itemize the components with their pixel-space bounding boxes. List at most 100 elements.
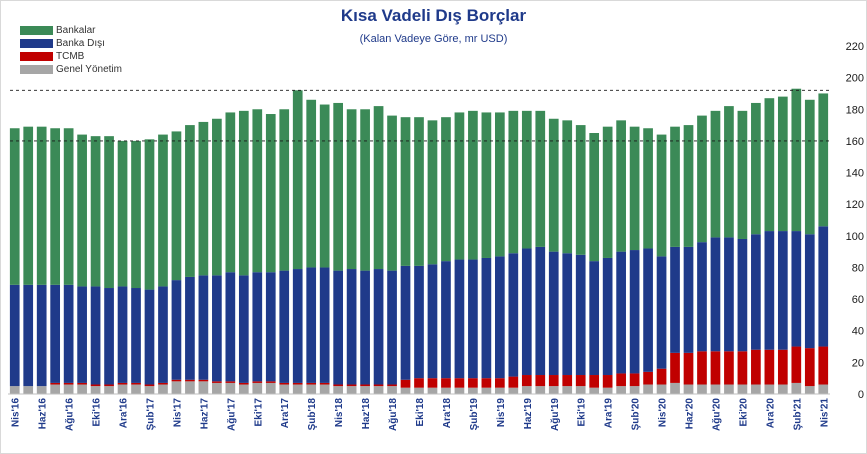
bar-segment <box>50 284 61 383</box>
bar-segment <box>468 387 478 394</box>
legend-label: Genel Yönetim <box>56 64 122 75</box>
bar-segment <box>185 125 195 277</box>
bar-segment <box>616 373 626 387</box>
bar-segment <box>63 382 74 385</box>
bar-segment <box>791 346 802 383</box>
bar-segment <box>751 349 761 385</box>
bar-segment <box>212 118 222 276</box>
x-tick-label: Şub'21 <box>792 398 803 431</box>
bar-segment <box>131 382 141 385</box>
bar-segment <box>265 382 276 394</box>
bar-segment <box>643 384 653 394</box>
x-tick-label: Şub'17 <box>145 398 156 431</box>
x-tick-label: Haz'19 <box>523 398 534 430</box>
bar-segment <box>508 253 519 377</box>
bar-segment <box>616 251 626 374</box>
bar-segment <box>602 387 613 394</box>
bar-segment <box>737 238 748 352</box>
legend-swatch <box>20 39 53 48</box>
bar-segment <box>441 117 451 262</box>
x-tick-label: Haz'20 <box>685 398 696 430</box>
bar-segment <box>23 126 34 285</box>
bar-segment <box>751 384 761 394</box>
bar-segment <box>306 384 317 394</box>
bar-segment <box>414 117 424 266</box>
bar-segment <box>373 384 384 387</box>
bar-segment <box>400 379 411 388</box>
bar-segment <box>764 384 775 394</box>
x-tick-label: Şub'19 <box>469 398 480 431</box>
bar-segment <box>50 128 61 285</box>
bar-segment <box>373 386 384 394</box>
bar-segment <box>90 386 101 394</box>
legend-item: TCMB <box>20 50 122 63</box>
bar-segment <box>36 126 47 285</box>
bar-segment <box>548 386 559 394</box>
bar-segment <box>508 110 519 254</box>
bar-segment <box>212 381 222 383</box>
y-tick-label: 80 <box>852 262 864 274</box>
bar-segment <box>198 275 209 380</box>
bar-segment <box>548 118 559 252</box>
bar-segment <box>562 386 573 394</box>
bar-segment <box>535 386 546 394</box>
bar-segment <box>804 234 815 349</box>
y-tick-label: 220 <box>846 41 864 53</box>
bar-segment <box>629 126 640 251</box>
x-tick-label: Nis'19 <box>496 398 507 428</box>
bar-segment <box>656 256 667 369</box>
bar-segment <box>90 136 101 287</box>
bar-segment <box>144 386 155 394</box>
bar-segment <box>562 253 573 376</box>
bar-segment <box>63 384 74 394</box>
bar-segment <box>629 373 640 387</box>
bar-segment <box>9 386 20 394</box>
bar-segment <box>777 349 788 385</box>
bar-segment <box>387 384 397 387</box>
x-tick-label: Eki'16 <box>92 398 103 427</box>
x-tick-label: Haz'16 <box>38 398 49 430</box>
bar-segment <box>764 349 775 385</box>
x-tick-label: Ara'20 <box>765 398 776 429</box>
bar-segment <box>818 384 829 394</box>
x-tick-label: Ağu'16 <box>65 398 76 431</box>
bar-segment <box>292 384 303 394</box>
bar-segment <box>387 270 397 385</box>
bar-segment <box>158 384 168 394</box>
bar-segment <box>346 269 357 385</box>
bar-segment <box>306 99 317 268</box>
bar-segment <box>710 384 721 394</box>
bar-segment <box>50 384 61 394</box>
bar-segment <box>602 375 613 388</box>
bar-segment <box>602 257 613 376</box>
legend-item: Banka Dışı <box>20 37 122 50</box>
bar-segment <box>63 284 74 383</box>
bar-segment <box>360 109 370 271</box>
bar-segment <box>508 387 519 394</box>
bar-segment <box>818 226 829 347</box>
bar-segment <box>63 128 74 285</box>
bar-segment <box>737 351 748 385</box>
bar-segment <box>252 109 263 273</box>
bar-segment <box>387 115 397 271</box>
bar-segment <box>400 387 411 394</box>
x-tick-label: Ara'17 <box>280 398 291 429</box>
bar-segment <box>198 379 209 382</box>
bar-segment <box>23 284 34 387</box>
bar-segment <box>238 110 249 276</box>
bar-segment <box>333 386 343 394</box>
bar-segment <box>36 386 47 394</box>
bar-segment <box>508 376 519 388</box>
bar-segment <box>589 261 600 376</box>
bar-segment <box>90 384 101 387</box>
bar-segment <box>643 128 653 249</box>
bar-segment <box>521 110 532 249</box>
bar-segment <box>144 139 155 290</box>
x-tick-label: Eki'19 <box>577 398 588 427</box>
bar-segment <box>414 387 424 394</box>
bar-segment <box>117 382 128 385</box>
x-tick-label: Nis'18 <box>334 398 345 428</box>
bar-segment <box>724 106 734 238</box>
x-tick-label: Şub'20 <box>631 398 642 431</box>
